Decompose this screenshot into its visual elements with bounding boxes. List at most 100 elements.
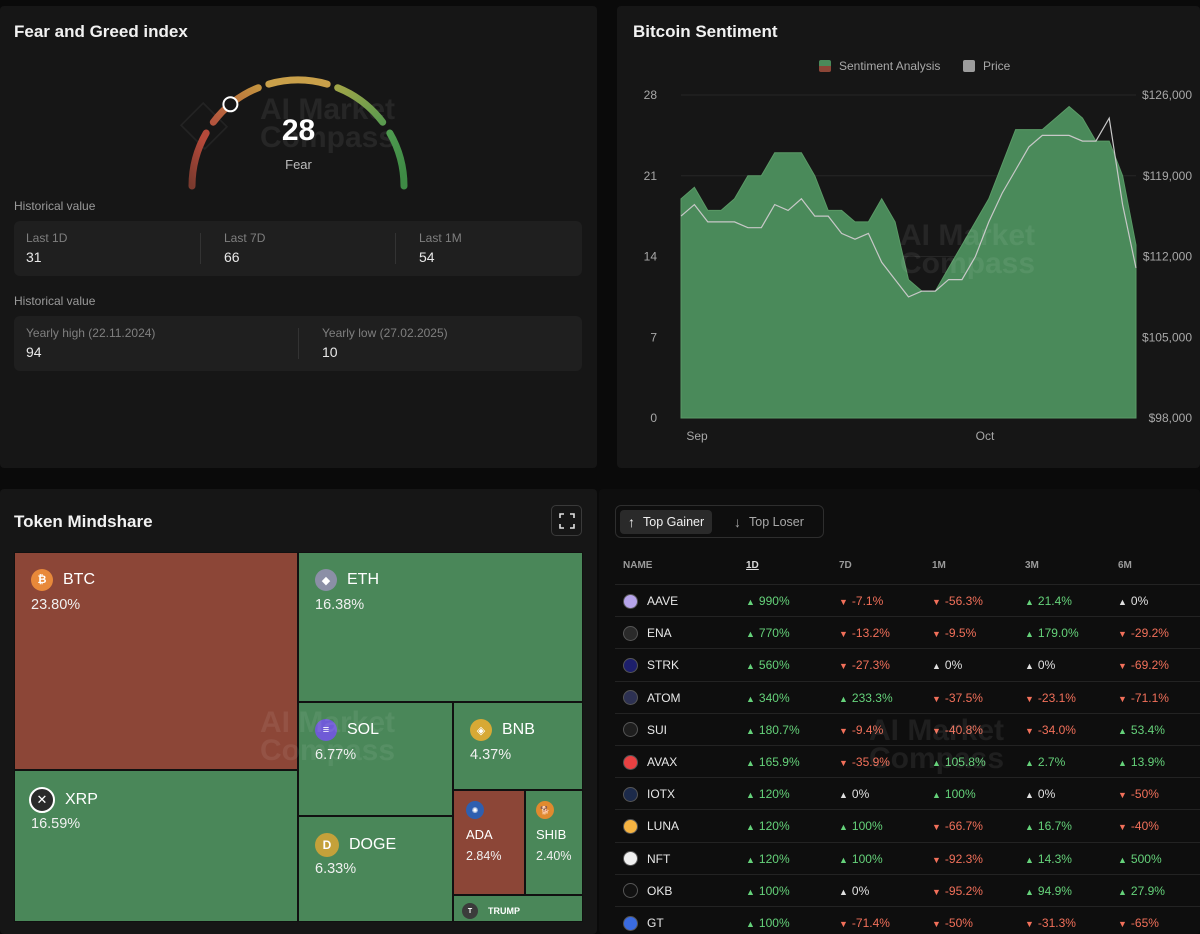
tile-symbol: SHIB	[536, 827, 567, 842]
tile-bnb[interactable]: ◈ BNB 4.37%	[453, 702, 583, 790]
y-right-tick: $112,000	[1143, 250, 1192, 264]
triangle-down-icon: ▼	[932, 597, 941, 607]
triangle-down-icon: ▼	[932, 693, 941, 704]
gauge-segment-4	[334, 84, 387, 126]
change-3m: ▲ 0%	[1025, 787, 1056, 802]
table-row[interactable]: AVAX ▲ 165.9% ▼ -35.9% ▲ 105.8% ▲ 2.7% ▲ 13.9%	[615, 745, 1200, 777]
change-6m: ▲ 500%	[1118, 851, 1162, 866]
change-1m: ▼ -95.2%	[932, 883, 983, 898]
tab-top-gainer[interactable]: ↑ Top Gainer	[620, 510, 713, 534]
tile-btc[interactable]: ₿ BTC 23.80%	[14, 552, 298, 770]
table-row[interactable]: STRK ▲ 560% ▼ -27.3% ▲ 0% ▲ 0% ▼ -69.2%	[615, 648, 1200, 680]
token-name: ENA	[647, 626, 672, 641]
token-name: SUI	[647, 722, 668, 737]
column-header-6m[interactable]: 6M	[1118, 560, 1132, 571]
top-movers-panel: ↑ Top Gainer ↓ Top Loser NAME 1D 7D 1M 3M 6M …	[599, 489, 1200, 934]
strk-icon	[623, 657, 638, 673]
table-row[interactable]: IOTX ▲ 120% ▲ 0% ▲ 100% ▲ 0% ▼ -50%	[615, 777, 1200, 809]
change-3m: ▲ 21.4%	[1025, 594, 1072, 608]
tile-symbol: XRP	[65, 791, 98, 808]
triangle-down-icon: ▼	[839, 725, 848, 736]
change-1d: ▲ 560%	[746, 658, 790, 673]
token-name: GT	[647, 916, 664, 930]
y-right-tick: $105,000	[1142, 330, 1192, 344]
doge-icon: D	[315, 833, 339, 857]
tile-symbol: BNB	[502, 721, 535, 738]
tile-trump[interactable]: T TRUMP	[453, 895, 583, 922]
triangle-down-icon: ▼	[839, 661, 848, 672]
triangle-up-icon: ▲	[746, 725, 755, 736]
table-row[interactable]: NFT ▲ 120% ▲ 100% ▼ -92.3% ▲ 14.3% ▲ 500%	[615, 841, 1200, 874]
fear-greed-panel: Fear and Greed index AI Market Compass 2…	[0, 6, 597, 468]
triangle-down-icon: ▼	[1118, 629, 1127, 640]
fear-greed-gauge	[188, 76, 408, 190]
triangle-up-icon: ▲	[839, 790, 848, 801]
triangle-up-icon: ▲	[1025, 629, 1034, 640]
triangle-up-icon: ▲	[1025, 790, 1034, 801]
historical-yearly-high: Yearly high (22.11.2024) 94	[26, 326, 156, 360]
change-7d: ▼ -9.4%	[839, 722, 884, 737]
token-name: NFT	[647, 851, 671, 866]
column-header-1m[interactable]: 1M	[932, 560, 946, 571]
change-6m: ▼ -29.2%	[1118, 626, 1169, 641]
triangle-down-icon: ▼	[1118, 790, 1127, 801]
tile-doge[interactable]: D DOGE 6.33%	[298, 816, 453, 922]
table-row[interactable]: GT ▲ 100% ▼ -71.4% ▼ -50% ▼ -31.3% ▼ -65%	[615, 906, 1200, 934]
tile-symbol: TRUMP	[488, 906, 520, 916]
expand-button[interactable]	[551, 505, 582, 536]
triangle-up-icon: ▲	[1118, 597, 1127, 607]
change-1d: ▲ 120%	[746, 787, 790, 802]
nft-icon	[623, 851, 638, 867]
triangle-up-icon: ▲	[1118, 886, 1127, 897]
column-header-7d[interactable]: 7D	[839, 560, 852, 571]
token-name: OKB	[647, 883, 673, 898]
tile-ada[interactable]: ✺ ADA 2.84%	[453, 790, 525, 895]
tile-sol[interactable]: ≡ SOL 6.77%	[298, 702, 453, 816]
tab-top-loser[interactable]: ↓ Top Loser	[734, 514, 804, 530]
triangle-down-icon: ▼	[932, 919, 941, 929]
legend-price[interactable]: Price	[963, 59, 1010, 73]
table-row[interactable]: AAVE ▲ 990% ▼ -7.1% ▼ -56.3% ▲ 21.4% ▲ 0%	[615, 584, 1200, 616]
triangle-up-icon: ▲	[1025, 661, 1034, 672]
triangle-down-icon: ▼	[1118, 661, 1127, 672]
column-header-1d[interactable]: 1D	[746, 560, 759, 571]
y-left-tick: 7	[650, 330, 657, 344]
legend-sentiment[interactable]: Sentiment Analysis	[819, 59, 940, 73]
triangle-up-icon: ▲	[746, 886, 755, 897]
tile-eth[interactable]: ◆ ETH 16.38%	[298, 552, 583, 702]
gauge-indicator	[222, 96, 239, 113]
triangle-up-icon: ▲	[932, 758, 941, 768]
token-name: ATOM	[647, 690, 681, 705]
change-1m: ▼ -92.3%	[932, 851, 983, 866]
change-6m: ▼ -40%	[1118, 819, 1159, 834]
table-row[interactable]: ENA ▲ 770% ▼ -13.2% ▼ -9.5% ▲ 179.0% ▼ -29.2%	[615, 616, 1200, 648]
table-row[interactable]: LUNA ▲ 120% ▲ 100% ▼ -66.7% ▲ 16.7% ▼ -40%	[615, 809, 1200, 841]
table-row[interactable]: ATOM ▲ 340% ▲ 233.3% ▼ -37.5% ▼ -23.1% ▼ -71.1%	[615, 680, 1200, 713]
tile-symbol: ETH	[347, 571, 379, 588]
tile-shib[interactable]: 🐕 SHIB 2.40%	[525, 790, 583, 895]
change-1d: ▲ 770%	[746, 626, 790, 641]
y-right-tick: $126,000	[1142, 88, 1192, 102]
change-7d: ▲ 0%	[839, 787, 870, 802]
change-1m: ▲ 100%	[932, 787, 976, 802]
iotx-icon	[623, 786, 638, 802]
triangle-up-icon: ▲	[746, 758, 755, 768]
change-6m: ▲ 53.4%	[1118, 722, 1165, 737]
historical-yearly-low: Yearly low (27.02.2025) 10	[322, 326, 448, 360]
change-6m: ▼ -71.1%	[1118, 690, 1169, 705]
column-header-name[interactable]: NAME	[623, 560, 653, 571]
tile-share: 16.38%	[315, 597, 365, 613]
column-header-3m[interactable]: 3M	[1025, 560, 1039, 571]
table-row[interactable]: OKB ▲ 100% ▲ 0% ▼ -95.2% ▲ 94.9% ▲ 27.9%	[615, 873, 1200, 906]
change-6m: ▲ 0%	[1118, 594, 1149, 608]
table-row[interactable]: SUI ▲ 180.7% ▼ -9.4% ▼ -40.8% ▼ -34.0% ▲ 53.4%	[615, 712, 1200, 745]
triangle-up-icon: ▲	[1025, 854, 1034, 865]
triangle-down-icon: ▼	[1025, 919, 1034, 929]
historical-last-1m: Last 1M 54	[419, 231, 462, 265]
triangle-down-icon: ▼	[1025, 725, 1034, 736]
change-6m: ▼ -69.2%	[1118, 658, 1169, 673]
tile-xrp[interactable]: ✕ XRP 16.59%	[14, 770, 298, 922]
change-7d: ▼ -13.2%	[839, 626, 890, 641]
ena-icon	[623, 625, 638, 641]
triangle-down-icon: ▼	[1025, 693, 1034, 704]
